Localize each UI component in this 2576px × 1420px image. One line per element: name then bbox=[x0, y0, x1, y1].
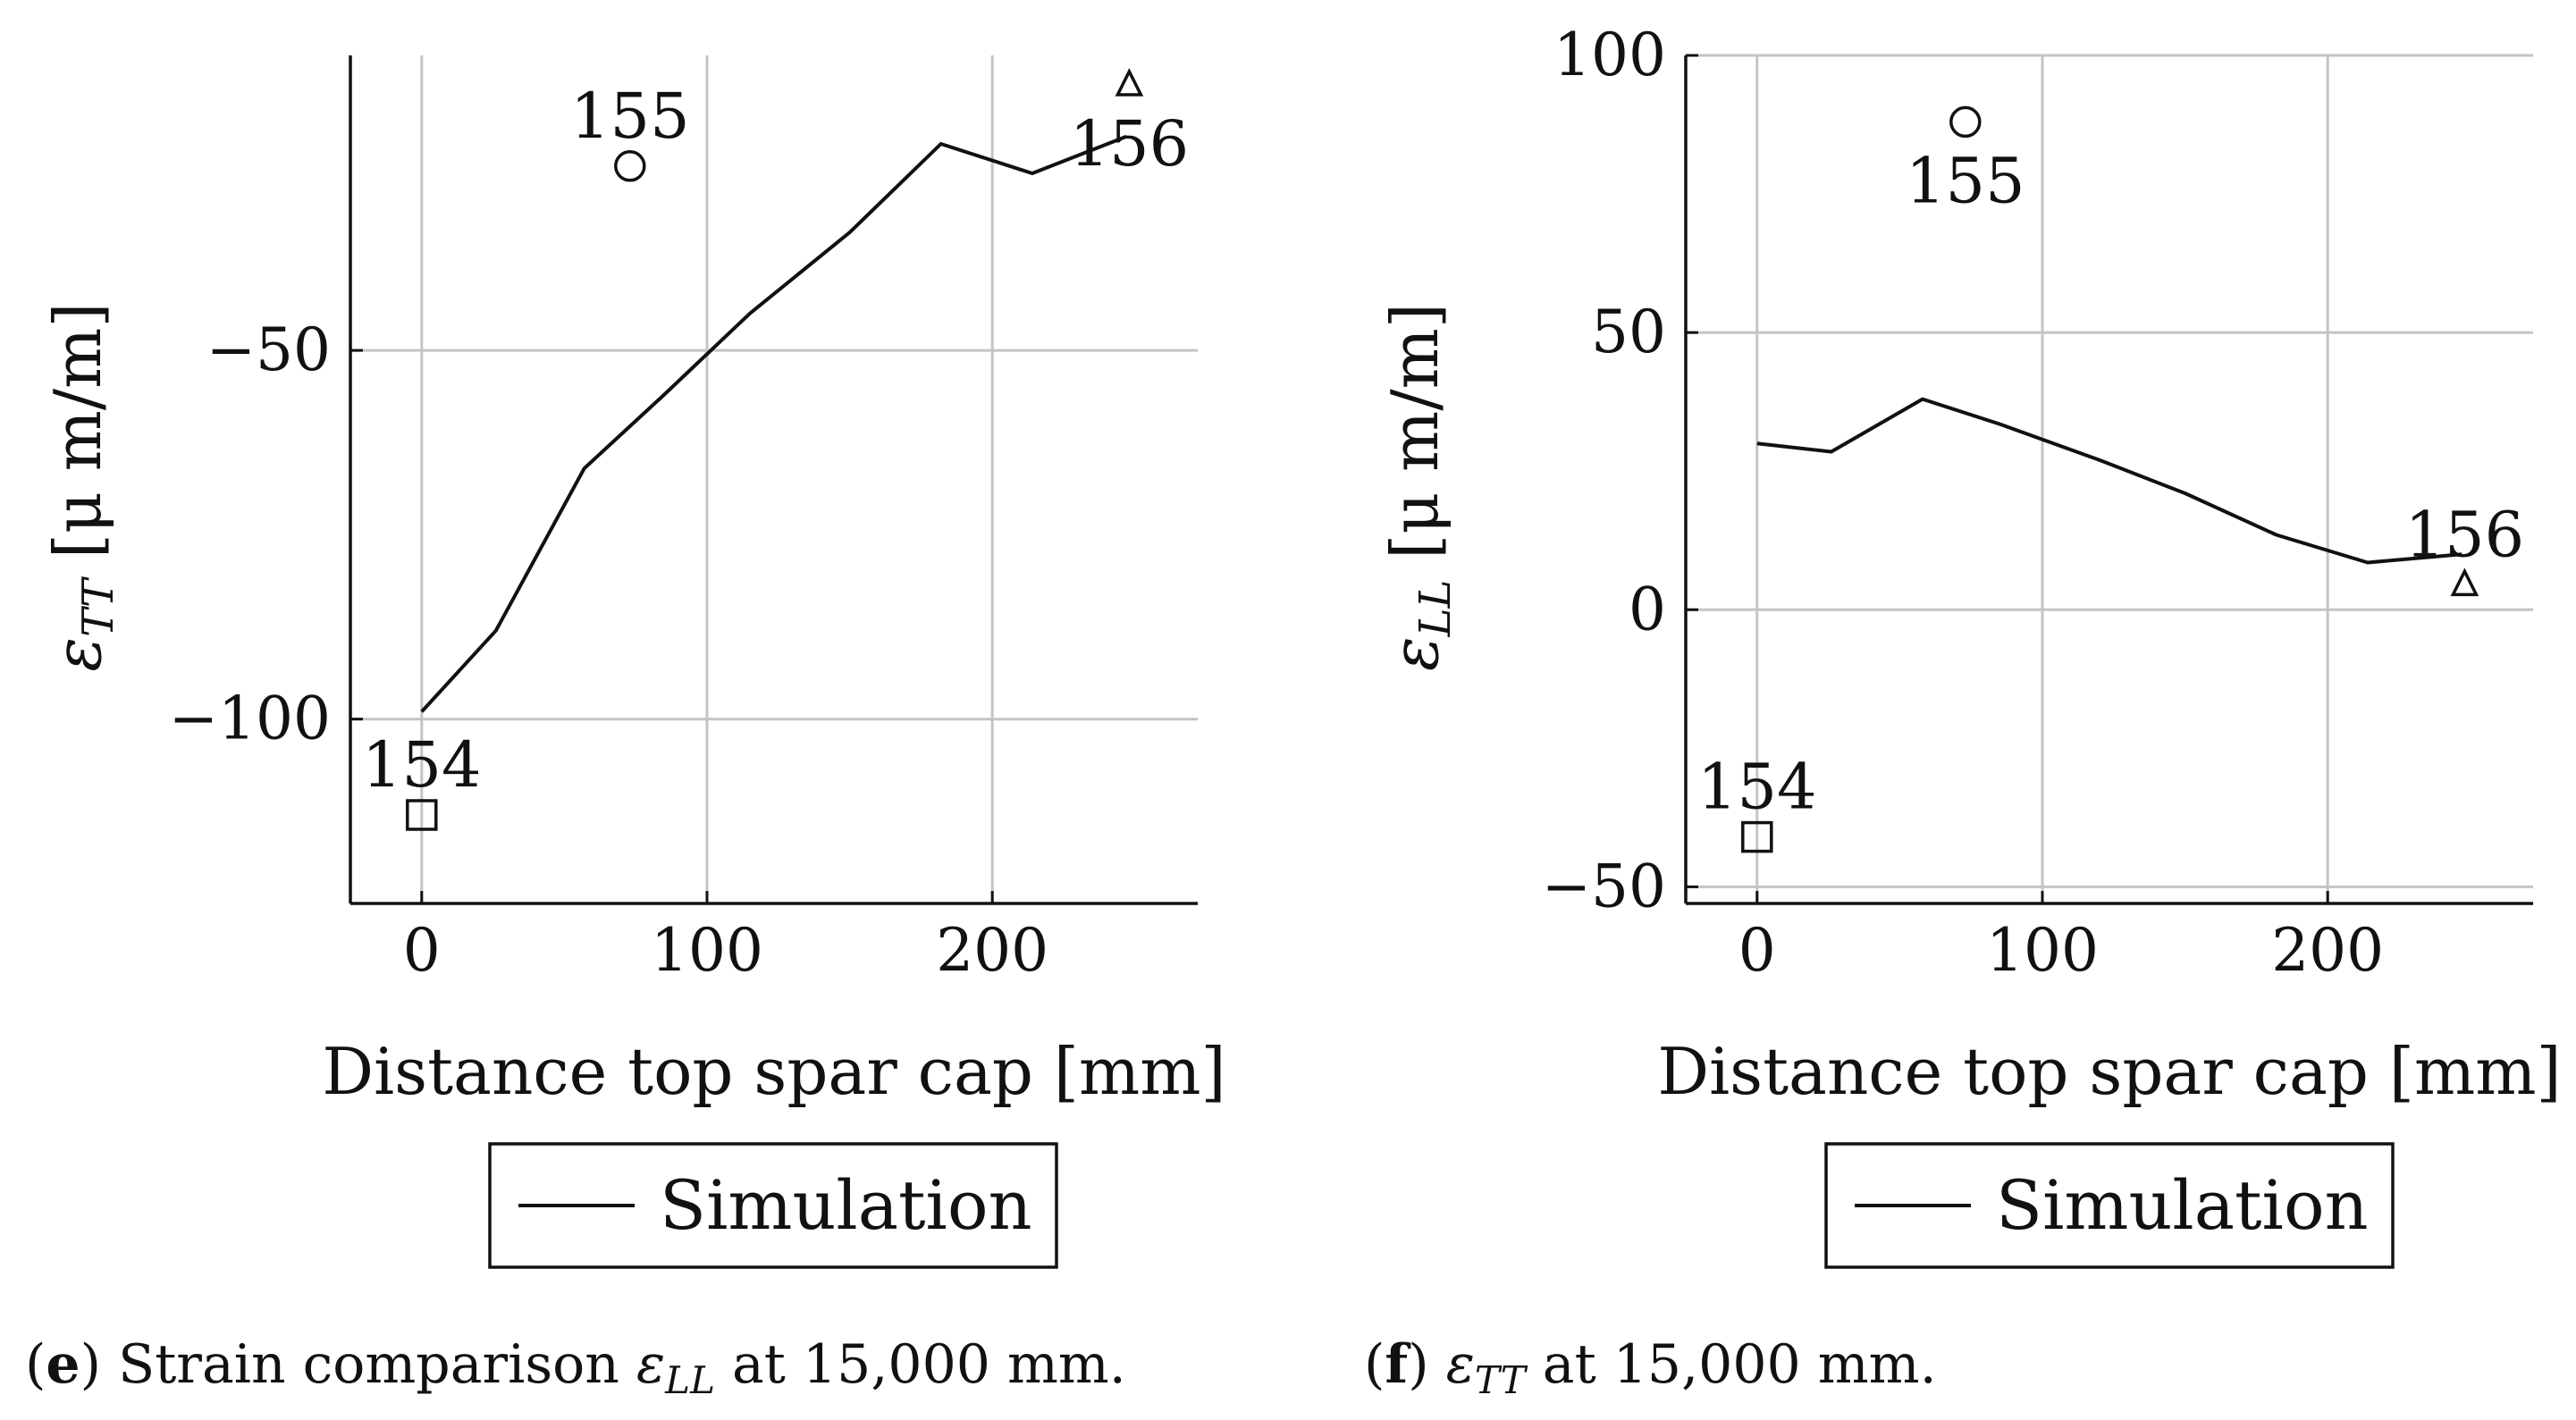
caption-symbol: ε bbox=[1446, 1333, 1475, 1396]
point-label-155: 155 bbox=[570, 80, 690, 153]
x-axis-label: Distance top spar cap [mm] bbox=[322, 1034, 1225, 1109]
chart-f: 0 100 200 100 50 0 −50 154 155 156 Distance top sp… bbox=[1364, 21, 2562, 1402]
marker-square-154 bbox=[406, 799, 438, 831]
caption-suffix: at 15,000 mm. bbox=[1526, 1333, 1937, 1396]
y-axis-label-unit: [μ m/m] bbox=[40, 302, 115, 579]
point-label-155: 155 bbox=[1906, 144, 2025, 217]
y-axis-label-subscript: TT bbox=[73, 576, 123, 637]
y-axis-label-unit: [μ m/m] bbox=[1377, 303, 1452, 580]
caption-open-paren: ( bbox=[25, 1333, 46, 1396]
marker-square-154 bbox=[1741, 820, 1773, 853]
caption-open-paren: ( bbox=[1364, 1333, 1385, 1396]
y-tick-label: −50 bbox=[206, 315, 331, 384]
y-tick-label: −50 bbox=[1542, 852, 1666, 920]
x-tick-label: 200 bbox=[2271, 916, 2384, 985]
y-axis-label: εLL [μ m/m] bbox=[1377, 303, 1461, 671]
caption-subscript: TT bbox=[1475, 1358, 1528, 1402]
point-label-154: 154 bbox=[1697, 751, 1817, 824]
caption-letter: e bbox=[46, 1333, 80, 1396]
caption: (f) εTT at 15,000 mm. bbox=[1364, 1333, 1937, 1402]
point-label-156: 156 bbox=[1070, 107, 1190, 181]
legend-label: Simulation bbox=[660, 1165, 1032, 1245]
caption-prefix: ) bbox=[1408, 1333, 1445, 1396]
y-tick-label: −100 bbox=[169, 685, 331, 753]
y-axis-label-symbol: ε bbox=[40, 637, 115, 672]
x-tick-label: 200 bbox=[936, 916, 1048, 985]
point-label-156: 156 bbox=[2405, 498, 2525, 571]
y-tick-label: 50 bbox=[1591, 298, 1666, 366]
marker-circle-155 bbox=[1949, 105, 1982, 139]
caption: (e) Strain comparison εLL at 15,000 mm. bbox=[25, 1333, 1126, 1402]
marker-triangle-156 bbox=[1115, 68, 1144, 97]
caption-suffix: at 15,000 mm. bbox=[715, 1333, 1126, 1396]
x-tick-label: 0 bbox=[403, 916, 441, 985]
caption-prefix: ) Strain comparison bbox=[80, 1333, 636, 1396]
x-tick-label: 0 bbox=[1738, 916, 1776, 985]
y-axis-label-subscript: LL bbox=[1410, 580, 1461, 638]
marker-circle-155 bbox=[614, 150, 646, 182]
x-axis-label: Distance top spar cap [mm] bbox=[1657, 1034, 2561, 1109]
y-axis-label-symbol: ε bbox=[1377, 636, 1452, 671]
point-label-154: 154 bbox=[362, 728, 482, 802]
x-tick-label: 100 bbox=[1986, 916, 2099, 985]
y-axis-label: εTT [μ m/m] bbox=[40, 302, 123, 671]
caption-letter: f bbox=[1385, 1333, 1411, 1396]
series-line-simulation bbox=[420, 134, 1127, 713]
marker-triangle-156 bbox=[2450, 567, 2479, 597]
chart-e: 0 100 200 −50 −100 154 155 156 Distance top spar… bbox=[25, 55, 1226, 1402]
series-line-simulation bbox=[1756, 397, 2462, 565]
legend-label: Simulation bbox=[1996, 1165, 2369, 1245]
caption-symbol: ε bbox=[636, 1333, 665, 1396]
caption-subscript: LL bbox=[664, 1358, 715, 1402]
y-tick-label: 0 bbox=[1629, 575, 1666, 643]
y-tick-label: 100 bbox=[1553, 21, 1666, 89]
x-tick-label: 100 bbox=[651, 916, 763, 985]
